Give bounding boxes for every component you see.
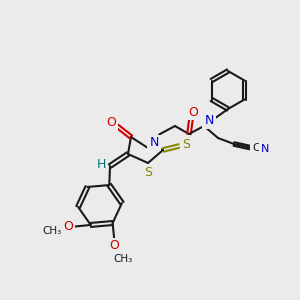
Text: CH₃: CH₃ <box>42 226 62 236</box>
Text: S: S <box>144 166 152 178</box>
Text: S: S <box>182 139 190 152</box>
Text: O: O <box>188 106 198 118</box>
Text: O: O <box>106 116 116 128</box>
Text: N: N <box>149 136 159 149</box>
Text: O: O <box>63 220 73 233</box>
Text: H: H <box>96 158 106 170</box>
Text: C: C <box>252 143 260 153</box>
Text: O: O <box>109 239 119 252</box>
Text: CH₃: CH₃ <box>114 254 133 264</box>
Text: N: N <box>204 115 214 128</box>
Text: N: N <box>261 144 269 154</box>
